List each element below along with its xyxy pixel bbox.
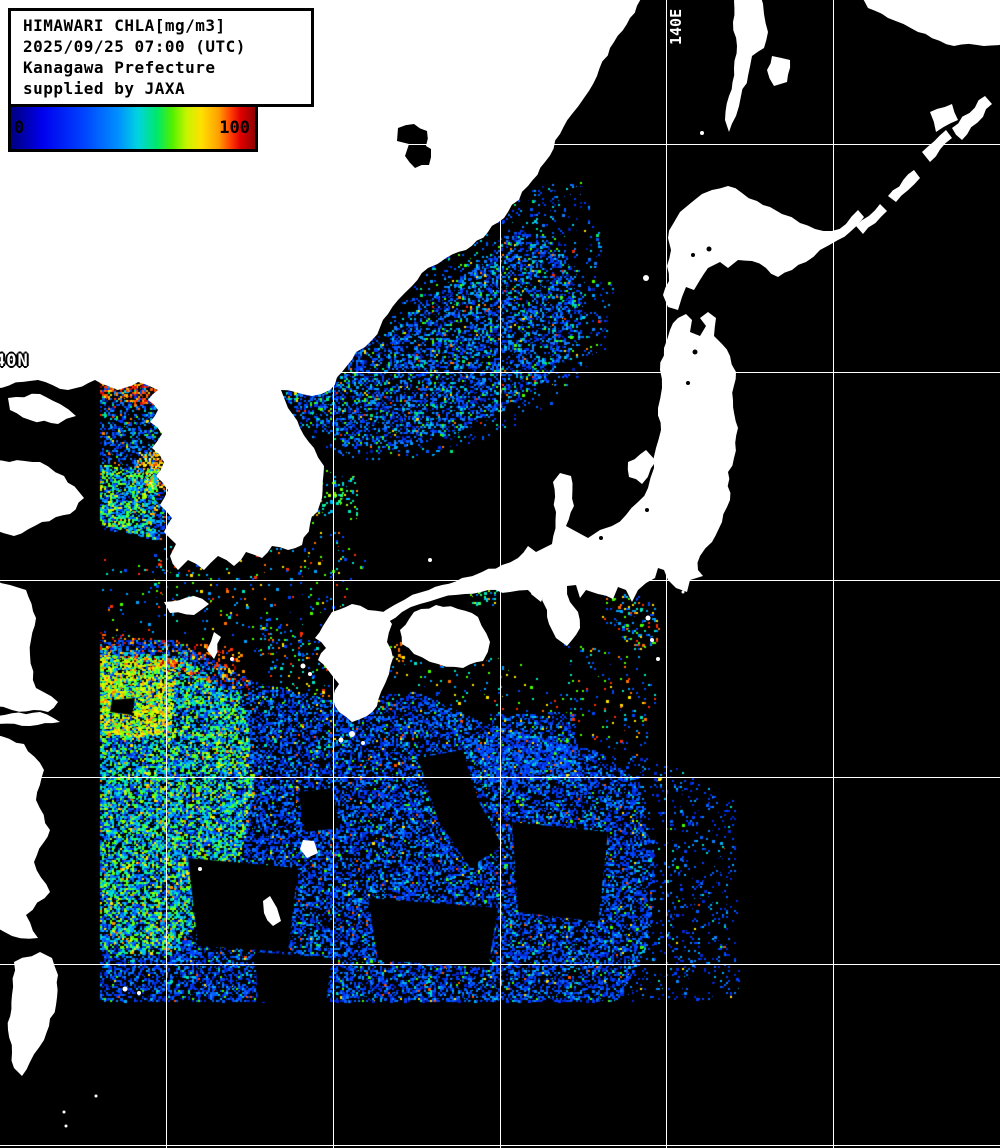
title-line-credit: supplied by JAXA [23, 79, 186, 98]
land-tsushima [207, 632, 221, 659]
land-kuril-3 [922, 130, 952, 162]
lake-khanka [397, 124, 431, 168]
title-line-region: Kanagawa Prefecture [23, 58, 216, 77]
land-taiwan [7, 952, 58, 1076]
small-island [645, 615, 651, 621]
small-lake [706, 246, 712, 252]
land-shikoku [400, 605, 490, 668]
small-lake [686, 381, 690, 385]
land-hokkaido [663, 186, 864, 310]
small-island [64, 1124, 68, 1128]
land-okinawa [263, 896, 281, 926]
land-shandong [0, 460, 84, 536]
small-island [361, 741, 365, 745]
small-lake [599, 536, 603, 540]
small-island [681, 590, 685, 594]
latitude-label: 40N [0, 351, 29, 371]
small-lake [645, 508, 649, 512]
land-sakhalin [725, 0, 768, 132]
longitude-label: 140E [667, 8, 685, 45]
colorbar-legend: 0 100 [8, 104, 258, 152]
land-northeast-corner [863, 0, 1000, 46]
land-honshu [362, 312, 738, 646]
title-line-datetime: 2025/09/25 07:00 (UTC) [23, 37, 246, 56]
small-island [428, 558, 432, 562]
colorbar-gradient [11, 107, 255, 149]
land-awaji [531, 584, 546, 602]
title-box: HIMAWARI CHLA[mg/m3] 2025/09/25 07:00 (U… [8, 8, 314, 107]
small-lake [691, 253, 695, 257]
small-lake [692, 349, 698, 355]
land-sado [627, 450, 656, 484]
small-island [122, 986, 128, 992]
land-liaodong-bits [8, 393, 76, 424]
land-kyushu [315, 604, 393, 722]
land-yangtze-spit [0, 712, 60, 726]
land-kuril-1 [930, 104, 958, 132]
small-island [650, 638, 654, 642]
small-island [62, 1110, 66, 1114]
small-island [137, 991, 141, 995]
small-island [230, 657, 234, 661]
land-etorofu [888, 170, 920, 202]
small-island [300, 663, 306, 669]
land-jiangsu-coast [0, 582, 58, 712]
land-amami [300, 840, 318, 858]
small-island [94, 1094, 98, 1098]
small-island [349, 731, 355, 737]
land-china-coast [0, 735, 50, 939]
land-kunashiri [856, 204, 887, 234]
land-kuril-2 [952, 96, 992, 140]
small-island [643, 275, 649, 281]
colorbar-max-label: 100 [219, 118, 250, 138]
land-sakhalin-east [767, 56, 791, 86]
longitude-label-wrap: 140E [667, 3, 685, 45]
small-island [308, 672, 312, 676]
land-jeju [164, 596, 209, 615]
colorbar-min-label: 0 [14, 118, 25, 138]
small-island [656, 657, 660, 661]
small-island [338, 737, 344, 743]
small-island [700, 131, 704, 135]
title-line-product: HIMAWARI CHLA[mg/m3] [23, 16, 226, 35]
small-island [198, 867, 202, 871]
